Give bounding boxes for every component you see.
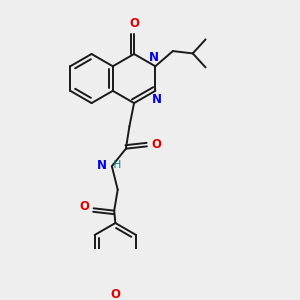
Text: O: O [151,138,161,151]
Text: N: N [152,93,161,106]
Text: N: N [97,158,107,172]
Text: O: O [129,17,139,30]
Text: O: O [110,288,120,300]
Text: N: N [149,51,159,64]
Text: O: O [80,200,89,213]
Text: H: H [107,160,121,170]
